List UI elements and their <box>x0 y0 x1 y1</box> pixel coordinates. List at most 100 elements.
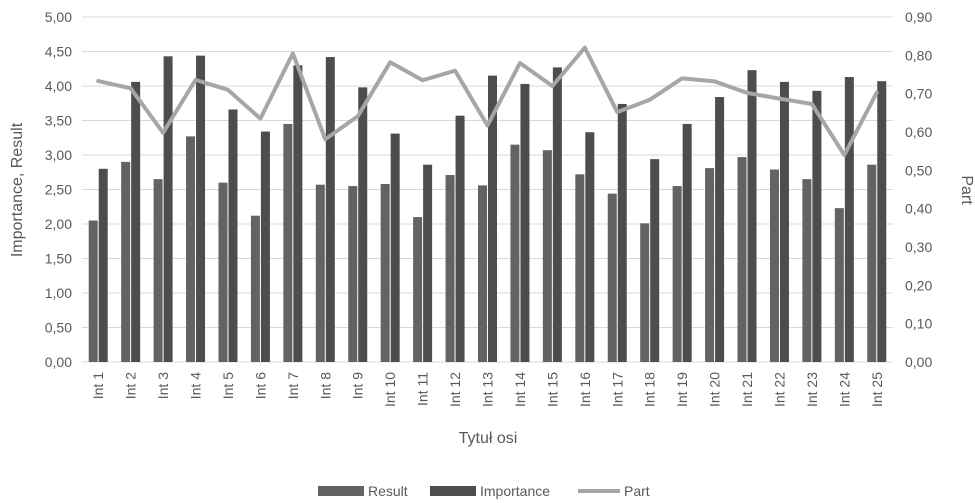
x-tick-label: Int 21 <box>739 372 755 407</box>
y-axis-left-ticks: 0,00 0,50 1,00 1,50 2,00 2,50 3,00 3,50 4,00 4,50… <box>45 9 72 370</box>
bar-result <box>315 184 325 362</box>
bar-result <box>348 186 358 362</box>
bar-importance <box>552 67 562 363</box>
bar-result <box>413 217 423 362</box>
bar-importance <box>682 123 692 362</box>
x-tick-label: Int 19 <box>674 372 690 407</box>
y-tick-label: 1,50 <box>45 251 72 267</box>
x-tick-label: Int 24 <box>836 372 852 407</box>
bar-importance <box>228 109 238 363</box>
y-tick-label: 3,00 <box>45 147 72 163</box>
bar-result <box>607 193 617 362</box>
bar-importance <box>293 65 303 363</box>
bar-result <box>510 144 520 362</box>
bar-result <box>672 186 682 362</box>
y-axis-right-title: Part <box>958 175 975 205</box>
x-tick-label: Int 3 <box>155 372 171 399</box>
bar-result <box>834 208 844 362</box>
bar-result <box>445 175 455 362</box>
y-tick-label: 4,50 <box>45 44 72 60</box>
x-tick-label: Int 15 <box>544 372 560 407</box>
x-axis-ticks: Int 1 Int 2 Int 3 Int 4 Int 5 Int 6 Int 7 Int 8… <box>90 372 885 407</box>
bar-result <box>705 168 715 362</box>
bar-importance <box>358 87 368 362</box>
bar-importance <box>325 57 335 363</box>
x-tick-label: Int 1 <box>90 372 106 399</box>
x-tick-label: Int 4 <box>188 372 204 399</box>
y2-tick-label: 0,20 <box>905 277 932 293</box>
y-tick-label: 2,50 <box>45 182 72 198</box>
bar-importance <box>585 132 595 362</box>
x-tick-label: Int 6 <box>252 372 268 399</box>
x-tick-label: Int 23 <box>804 372 820 407</box>
bar-result <box>575 174 585 362</box>
bar-result <box>737 157 747 362</box>
y-tick-label: 0,00 <box>45 354 72 370</box>
bar-importance <box>844 77 854 362</box>
bar-importance <box>390 133 400 362</box>
bar-importance <box>98 168 108 362</box>
x-tick-label: Int 7 <box>285 372 301 399</box>
y2-tick-label: 0,70 <box>905 86 932 102</box>
legend: Result Importance Part <box>318 483 650 499</box>
y2-tick-label: 0,10 <box>905 316 932 332</box>
x-tick-label: Int 9 <box>350 372 366 399</box>
x-tick-label: Int 25 <box>869 372 885 407</box>
x-tick-label: Int 20 <box>707 372 723 407</box>
bar-importance <box>747 70 757 362</box>
bar-importance <box>812 90 822 362</box>
x-tick-label: Int 8 <box>317 372 333 399</box>
x-tick-label: Int 22 <box>771 372 787 407</box>
bar-result <box>542 150 552 362</box>
x-tick-label: Int 18 <box>642 372 658 407</box>
x-tick-label: Int 2 <box>123 372 139 399</box>
bar-result <box>478 185 487 362</box>
y-tick-label: 2,00 <box>45 216 72 232</box>
x-tick-label: Int 17 <box>609 372 625 407</box>
y-axis-left-title: Importance, Result <box>9 122 26 257</box>
line-part <box>96 45 879 157</box>
bar-result <box>250 215 260 362</box>
bar-result <box>186 136 196 362</box>
bar-importance <box>260 131 270 362</box>
bar-importance <box>131 81 141 363</box>
y2-tick-label: 0,50 <box>905 162 932 178</box>
x-tick-label: Int 13 <box>480 372 496 407</box>
bar-importance <box>779 81 789 363</box>
y-tick-label: 4,00 <box>45 78 72 94</box>
y2-tick-label: 0,30 <box>905 239 932 255</box>
bar-result <box>867 164 877 362</box>
bar-importance <box>423 164 433 362</box>
y2-tick-label: 0,40 <box>905 201 932 217</box>
x-tick-label: Int 12 <box>447 372 463 407</box>
y2-tick-label: 0,00 <box>905 354 932 370</box>
bar-result <box>802 179 812 362</box>
bar-result <box>218 182 228 362</box>
bar-importance <box>617 103 627 362</box>
y-tick-label: 5,00 <box>45 9 72 25</box>
gridlines <box>82 16 893 363</box>
x-tick-label: Int 10 <box>382 372 398 407</box>
y-tick-label: 0,50 <box>45 320 72 336</box>
bar-importance <box>196 55 206 362</box>
bar-importance <box>488 75 497 363</box>
bar-importance <box>715 97 725 362</box>
y-axis-right-ticks: 0,00 0,10 0,20 0,30 0,40 0,50 0,60 0,70 0,80 0,90 <box>905 9 932 370</box>
bar-result <box>380 183 390 362</box>
legend-label-result: Result <box>368 483 408 499</box>
legend-swatch-importance <box>430 486 476 496</box>
part-line-series <box>96 45 879 157</box>
legend-label-part: Part <box>624 483 650 499</box>
bar-result <box>153 179 163 362</box>
bar-result <box>640 223 650 362</box>
bar-result <box>121 161 131 362</box>
bar-importance <box>163 56 173 362</box>
bars <box>88 55 887 363</box>
bar-result <box>283 123 293 362</box>
legend-label-importance: Importance <box>480 483 550 499</box>
bar-result <box>769 169 779 362</box>
bar-importance <box>520 83 530 363</box>
x-tick-label: Int 11 <box>415 372 431 406</box>
x-tick-label: Int 5 <box>220 372 236 399</box>
